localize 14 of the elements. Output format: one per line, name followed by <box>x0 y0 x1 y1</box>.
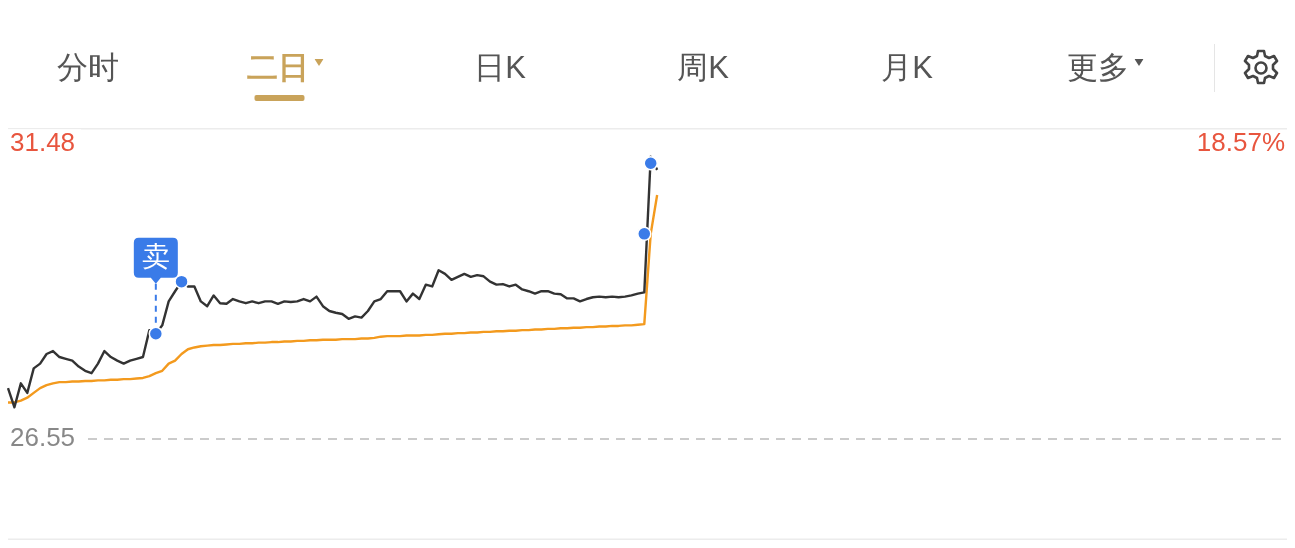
point <box>637 226 652 242</box>
text: 二日 <box>246 50 309 85</box>
annotation: 18.57% <box>1196 127 1285 158</box>
text: 分时 <box>57 50 119 85</box>
annotation: 卖 <box>141 239 170 273</box>
text: 更多 <box>1066 50 1129 85</box>
point <box>174 274 189 289</box>
text: 日K <box>474 50 526 85</box>
text: 周K <box>677 50 729 85</box>
y-tick-label: 26.55 <box>10 422 76 453</box>
text: 月K <box>881 50 933 85</box>
point <box>643 156 658 171</box>
y-tick-label: 31.48 <box>10 127 76 158</box>
point <box>148 326 164 341</box>
